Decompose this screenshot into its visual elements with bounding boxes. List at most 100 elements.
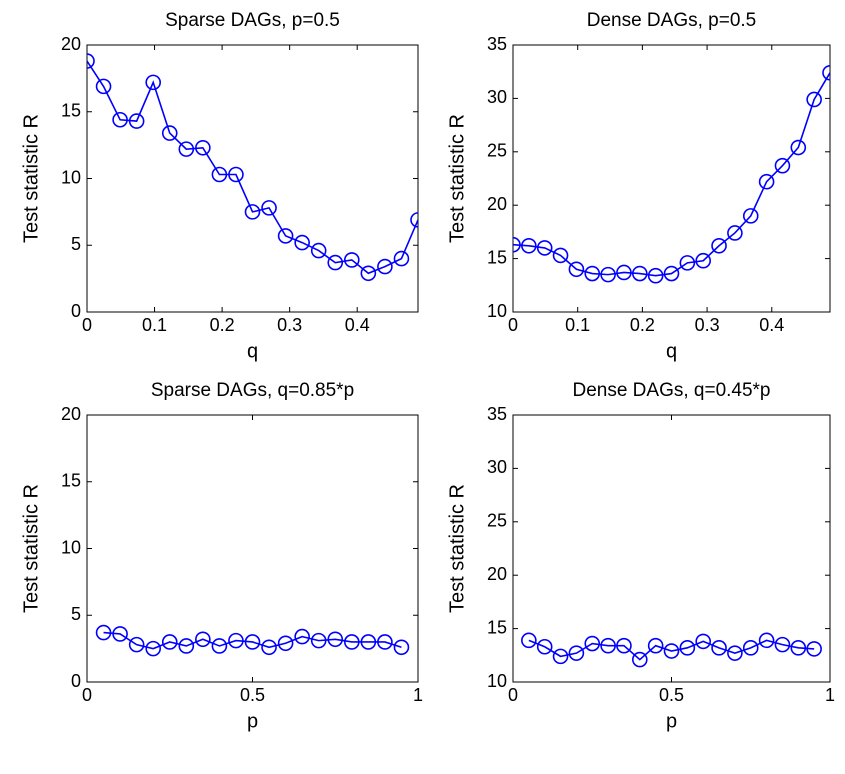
data-point xyxy=(112,626,128,642)
chart-title: Dense DAGs, p=0.5 xyxy=(587,10,757,31)
x-tick-label: 0.1 xyxy=(142,315,167,335)
y-tick-label: 20 xyxy=(61,34,81,54)
y-tick-label: 15 xyxy=(61,471,81,491)
x-axis-label: q xyxy=(247,340,258,362)
data-point xyxy=(294,628,310,645)
y-tick-label: 0 xyxy=(71,671,81,691)
data-point xyxy=(244,634,261,650)
y-axis-label: Test statistic R xyxy=(20,114,42,243)
y-tick-label: 20 xyxy=(487,194,507,214)
data-point xyxy=(774,157,791,174)
data-point xyxy=(568,645,585,661)
data-point xyxy=(294,234,310,251)
data-point xyxy=(277,635,294,652)
data-point xyxy=(95,624,112,641)
data-point xyxy=(695,633,712,650)
axes-box xyxy=(512,44,831,313)
y-tick-label: 10 xyxy=(61,167,81,187)
data-point xyxy=(679,255,696,271)
data-point xyxy=(360,265,377,282)
data-point xyxy=(742,208,759,224)
y-tick-label: 10 xyxy=(487,301,507,321)
y-tick-label: 25 xyxy=(487,511,507,531)
data-point xyxy=(758,632,775,649)
data-point xyxy=(195,631,211,648)
y-tick-label: 15 xyxy=(61,101,81,121)
data-point xyxy=(774,636,791,653)
data-point xyxy=(631,265,648,282)
subplot: 10 15 20 25 30 35 0 0.5 1 Dense DAGs, q=0.45*p p Te… xyxy=(446,380,835,732)
data-point xyxy=(631,651,648,668)
x-tick-label: 0.2 xyxy=(630,315,655,335)
data-point xyxy=(228,166,244,183)
plot-area xyxy=(521,632,822,668)
data-point xyxy=(536,638,553,655)
x-tick-label: 0.4 xyxy=(759,315,784,335)
data-line xyxy=(528,639,815,661)
data-point xyxy=(343,634,360,650)
data-point xyxy=(616,637,632,654)
data-point xyxy=(742,640,759,656)
y-axis-label: Test statistic R xyxy=(20,484,42,613)
x-axis-label: p xyxy=(666,710,677,732)
chart-title: Sparse DAGs, p=0.5 xyxy=(165,10,340,31)
data-point xyxy=(727,645,743,661)
data-point xyxy=(211,166,228,183)
subplot: 0 5 10 15 20 0 0.5 1 Sparse DAGs, q=0.85*p p Test … xyxy=(20,380,423,732)
data-point xyxy=(310,632,327,649)
x-axis-label: p xyxy=(247,710,258,732)
data-point xyxy=(822,64,830,81)
y-tick-label: 20 xyxy=(61,404,81,424)
data-point xyxy=(393,639,410,656)
subplot: 0 5 10 15 20 0 0.1 0.2 0.3 0.4 Sparse DAGs, p=0.5 q… xyxy=(20,10,419,362)
data-point xyxy=(178,638,195,654)
data-point xyxy=(161,125,178,141)
data-point xyxy=(377,258,393,275)
data-point xyxy=(410,212,418,228)
data-point xyxy=(536,240,553,256)
data-point xyxy=(552,247,569,264)
data-point xyxy=(616,264,632,281)
data-point xyxy=(790,139,807,156)
data-point xyxy=(377,634,393,650)
x-tick-label: 0 xyxy=(508,685,518,705)
data-point xyxy=(393,250,410,267)
x-tick-label: 1 xyxy=(413,685,423,705)
y-tick-label: 5 xyxy=(71,604,81,624)
x-tick-label: 1 xyxy=(825,685,835,705)
y-axis-label: Test statistic R xyxy=(446,114,468,243)
y-tick-label: 35 xyxy=(487,404,507,424)
x-tick-label: 0.5 xyxy=(659,685,684,705)
plot-area xyxy=(87,53,418,282)
x-tick-label: 0.1 xyxy=(565,315,590,335)
data-point xyxy=(128,636,145,653)
data-point xyxy=(145,640,161,657)
data-point xyxy=(261,200,277,216)
data-point xyxy=(343,252,360,268)
data-point xyxy=(360,634,377,650)
data-point xyxy=(584,635,601,652)
data-point xyxy=(727,225,743,241)
data-point xyxy=(178,141,195,157)
x-tick-label: 0.5 xyxy=(240,685,265,705)
data-point xyxy=(211,638,228,654)
data-point xyxy=(327,631,344,648)
x-axis-label: q xyxy=(666,340,677,362)
y-tick-label: 15 xyxy=(487,617,507,637)
y-axis-label: Test statistic R xyxy=(446,484,468,613)
data-point xyxy=(679,640,696,656)
plot-area xyxy=(95,624,410,657)
data-point xyxy=(584,265,601,282)
data-point xyxy=(161,634,178,650)
data-point xyxy=(112,111,128,128)
data-point xyxy=(261,639,277,656)
subplot: 10 15 20 25 30 35 0 0.1 0.2 0.3 0.4 Dense DAGs, p=0… xyxy=(446,10,831,362)
data-point xyxy=(663,643,680,659)
axes-box xyxy=(512,414,831,683)
data-point xyxy=(600,637,616,654)
data-point xyxy=(758,173,775,190)
data-point xyxy=(711,237,727,254)
data-point xyxy=(647,267,664,284)
y-tick-label: 0 xyxy=(71,301,81,321)
axes-box xyxy=(86,44,419,313)
